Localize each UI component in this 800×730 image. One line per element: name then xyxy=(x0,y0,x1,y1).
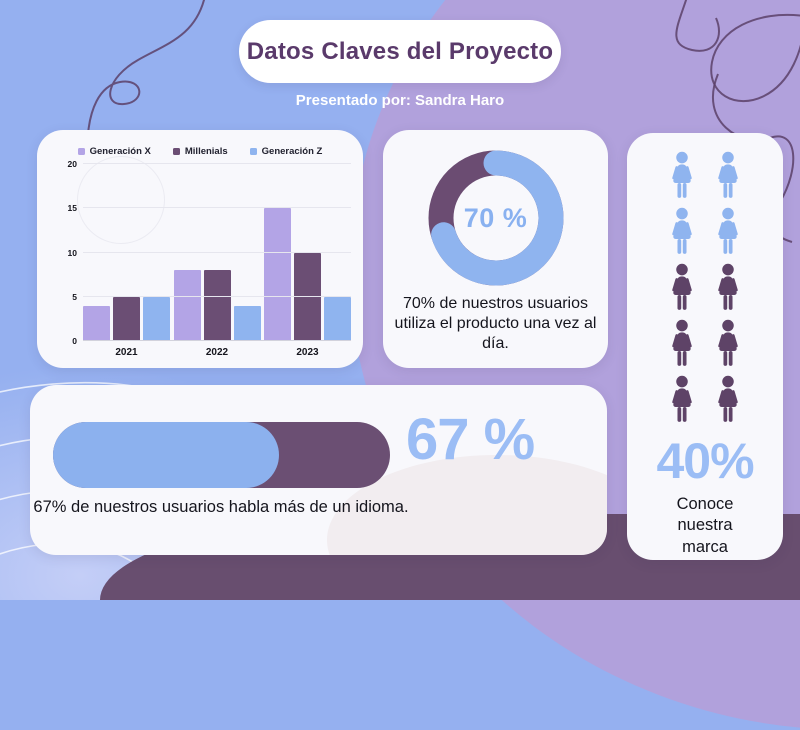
y-tick-label: 0 xyxy=(72,336,77,346)
gridline xyxy=(83,295,351,297)
person-icon xyxy=(717,375,739,424)
bar-chart-card: Generación X Millenials Generación Z 2021 2… xyxy=(37,130,363,368)
chart-legend: Generación X Millenials Generación Z xyxy=(37,146,363,157)
legend-item: Generación Z xyxy=(249,146,323,157)
legend-item: Generación X xyxy=(77,146,151,157)
x-tick-label: 2023 xyxy=(296,347,319,358)
subtitle: Presentado por: Sandra Haro xyxy=(295,92,505,109)
person-icon xyxy=(671,207,693,256)
title-banner: Datos Claves del Proyecto xyxy=(239,20,561,83)
bar-group-2022: 2022 xyxy=(173,164,261,358)
bar-plot: 2021 2022 2023 0 5 10 15 20 xyxy=(68,159,351,358)
brand-caption: Conoce nuestra marca xyxy=(676,495,734,556)
person-icon xyxy=(717,263,739,312)
brand-percent-label: 40% xyxy=(656,433,754,489)
bar xyxy=(233,305,261,341)
donut-caption: 70% de nuestros usuarios utiliza el prod… xyxy=(394,295,597,353)
bar xyxy=(173,270,201,341)
legend-item: Millenials xyxy=(172,146,228,157)
x-tick-label: 2021 xyxy=(115,347,138,358)
gridline xyxy=(83,163,351,164)
donut-svg xyxy=(428,150,563,286)
progress-percent-label: 67 % xyxy=(406,407,535,472)
gridline xyxy=(83,340,351,341)
y-tick-label: 15 xyxy=(67,203,77,214)
y-tick-label: 5 xyxy=(72,291,77,302)
card-circle-decoration xyxy=(77,156,165,244)
person-icon xyxy=(671,375,693,424)
person-icon xyxy=(717,151,739,200)
bar xyxy=(264,208,291,341)
donut-chart: 70 % xyxy=(383,148,608,288)
person-icon xyxy=(717,319,739,368)
y-tick-label: 10 xyxy=(67,247,77,258)
progress-track xyxy=(53,422,390,488)
person-icon xyxy=(671,319,693,368)
person-icon xyxy=(717,207,739,256)
progress-caption: 67% de nuestros usuarios habla más de un… xyxy=(33,498,409,516)
bar xyxy=(143,296,170,341)
bar-groups: 2021 2022 2023 xyxy=(83,164,351,358)
person-icon xyxy=(671,263,693,312)
donut-chart-card: 70 % 70% de nuestros usuarios utiliza el… xyxy=(383,130,608,368)
bar-group-2021: 2021 xyxy=(83,164,170,358)
x-tick-label: 2022 xyxy=(205,347,229,358)
bar-group-2023: 2023 xyxy=(264,164,351,358)
legend-marker-icon xyxy=(249,148,257,155)
legend-label: Generación Z xyxy=(261,146,323,157)
bar xyxy=(203,270,231,341)
donut-percent-label: 70 % xyxy=(463,202,528,233)
progress-fill xyxy=(53,422,279,488)
progress-card: 67 % 67% de nuestros usuarios habla más … xyxy=(30,385,607,555)
brand-awareness-card: 40% Conoce nuestra marca xyxy=(627,133,783,560)
bar xyxy=(294,252,321,341)
legend-label: Millenials xyxy=(184,146,228,157)
bar xyxy=(83,305,110,341)
gridline xyxy=(83,251,351,253)
person-icon xyxy=(671,151,693,200)
gridline xyxy=(83,207,351,209)
people-pictogram xyxy=(662,151,748,428)
legend-marker-icon xyxy=(172,148,180,155)
y-tick-label: 20 xyxy=(67,159,77,169)
bar xyxy=(324,296,351,341)
bar xyxy=(113,296,140,341)
legend-label: Generación X xyxy=(89,146,151,157)
page-title: Datos Claves del Proyecto xyxy=(246,37,554,65)
legend-marker-icon xyxy=(77,148,85,155)
